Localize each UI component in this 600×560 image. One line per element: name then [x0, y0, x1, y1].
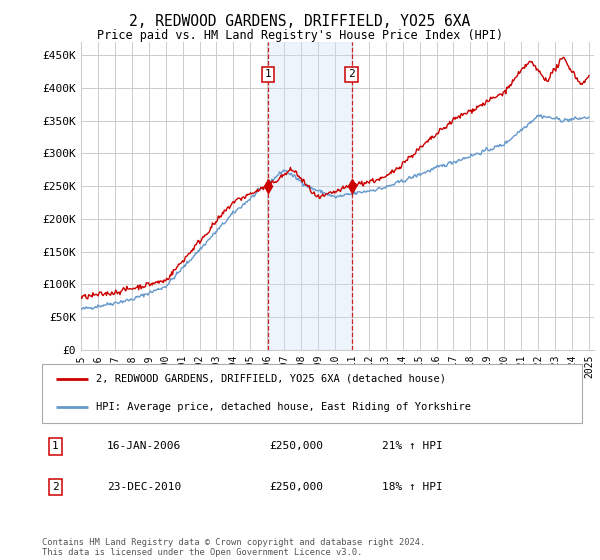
Text: 2: 2 [348, 69, 355, 80]
Text: £250,000: £250,000 [269, 482, 323, 492]
Text: 1: 1 [265, 69, 271, 80]
Text: £250,000: £250,000 [269, 441, 323, 451]
Text: Contains HM Land Registry data © Crown copyright and database right 2024.
This d: Contains HM Land Registry data © Crown c… [42, 538, 425, 557]
Text: 2, REDWOOD GARDENS, DRIFFIELD, YO25 6XA: 2, REDWOOD GARDENS, DRIFFIELD, YO25 6XA [130, 14, 470, 29]
Text: 21% ↑ HPI: 21% ↑ HPI [382, 441, 443, 451]
Text: 18% ↑ HPI: 18% ↑ HPI [382, 482, 443, 492]
Text: HPI: Average price, detached house, East Riding of Yorkshire: HPI: Average price, detached house, East… [96, 402, 471, 412]
Text: 23-DEC-2010: 23-DEC-2010 [107, 482, 181, 492]
FancyBboxPatch shape [42, 364, 582, 423]
Bar [268, 42, 352, 350]
Text: 2, REDWOOD GARDENS, DRIFFIELD, YO25 6XA (detached house): 2, REDWOOD GARDENS, DRIFFIELD, YO25 6XA … [96, 374, 446, 384]
Text: 1: 1 [52, 441, 59, 451]
Text: 16-JAN-2006: 16-JAN-2006 [107, 441, 181, 451]
Text: Price paid vs. HM Land Registry's House Price Index (HPI): Price paid vs. HM Land Registry's House … [97, 29, 503, 42]
Text: 2: 2 [52, 482, 59, 492]
